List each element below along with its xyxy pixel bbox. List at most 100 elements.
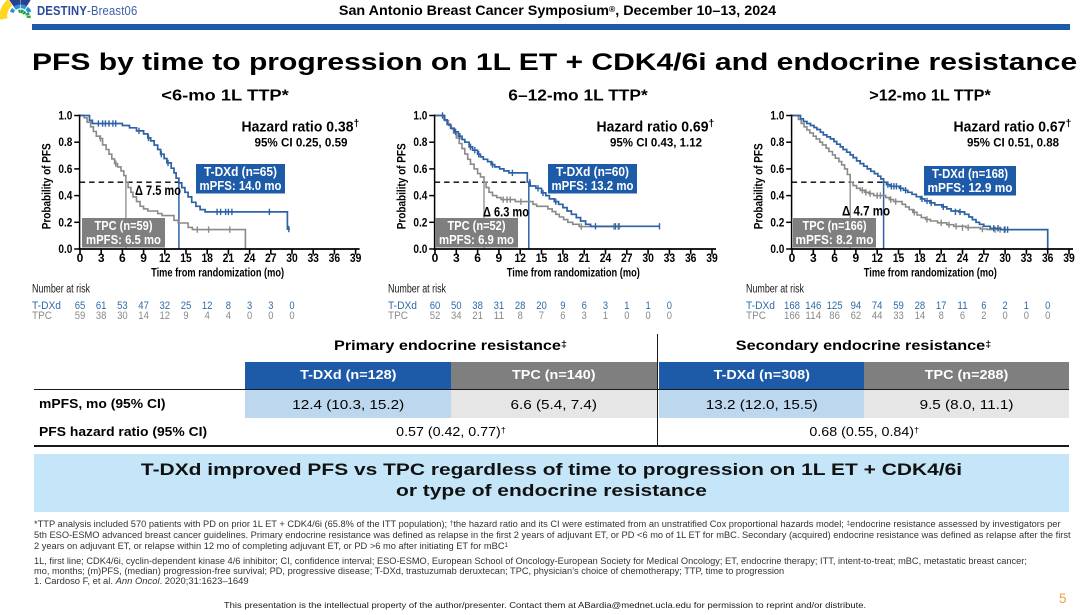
- svg-text:36: 36: [1042, 251, 1054, 265]
- svg-text:0: 0: [646, 310, 651, 322]
- svg-text:Number at risk: Number at risk: [746, 284, 804, 296]
- svg-text:33: 33: [307, 251, 319, 265]
- svg-text:11: 11: [957, 300, 968, 312]
- svg-text:6: 6: [981, 300, 986, 312]
- svg-text:33: 33: [1021, 251, 1033, 265]
- svg-text:61: 61: [96, 300, 107, 312]
- svg-text:Hazard ratio 0.38: Hazard ratio 0.38: [242, 120, 354, 136]
- svg-text:8: 8: [226, 300, 231, 312]
- svg-text:94: 94: [851, 300, 862, 312]
- svg-text:0: 0: [667, 310, 672, 322]
- svg-text:9: 9: [140, 251, 147, 265]
- svg-text:33: 33: [664, 251, 676, 265]
- svg-text:65: 65: [75, 300, 86, 312]
- svg-text:12: 12: [514, 251, 526, 265]
- svg-text:9: 9: [183, 310, 188, 322]
- svg-text:31: 31: [494, 300, 505, 312]
- svg-text:Probability of PFS: Probability of PFS: [754, 143, 766, 229]
- svg-text:3: 3: [810, 251, 817, 265]
- svg-text:8: 8: [518, 310, 523, 322]
- svg-text:TPC: TPC: [746, 310, 766, 322]
- svg-text:0.4: 0.4: [413, 189, 427, 203]
- svg-text:T-DXd (n=60): T-DXd (n=60): [556, 165, 629, 179]
- svg-text:1.0: 1.0: [58, 109, 72, 123]
- svg-text:†: †: [709, 118, 715, 130]
- svg-text:38: 38: [96, 310, 107, 322]
- svg-text:mPFS: 8.2 mo: mPFS: 8.2 mo: [796, 233, 874, 247]
- svg-text:7: 7: [539, 310, 544, 322]
- svg-text:47: 47: [138, 300, 149, 312]
- svg-text:14: 14: [138, 310, 149, 322]
- svg-text:38: 38: [472, 300, 483, 312]
- svg-text:4: 4: [226, 310, 231, 322]
- svg-text:21: 21: [223, 251, 235, 265]
- svg-text:†: †: [1066, 118, 1072, 130]
- svg-text:168: 168: [784, 300, 800, 312]
- svg-text:15: 15: [180, 251, 192, 265]
- svg-text:6: 6: [960, 310, 965, 322]
- svg-text:1: 1: [1024, 300, 1029, 312]
- svg-text:Time from randomization (mo): Time from randomization (mo): [507, 266, 640, 280]
- svg-text:1: 1: [646, 300, 651, 312]
- svg-text:mPFS: 6.9 mo: mPFS: 6.9 mo: [439, 233, 514, 247]
- svg-text:3: 3: [247, 300, 252, 312]
- svg-text:24: 24: [957, 251, 969, 265]
- svg-text:0: 0: [1024, 310, 1029, 322]
- svg-text:6: 6: [582, 300, 587, 312]
- svg-text:T-DXd (n=168): T-DXd (n=168): [932, 167, 1008, 181]
- svg-text:2: 2: [1003, 300, 1008, 312]
- svg-text:0.6: 0.6: [413, 162, 427, 176]
- svg-text:0.4: 0.4: [770, 189, 784, 203]
- svg-text:53: 53: [117, 300, 128, 312]
- svg-text:27: 27: [265, 251, 277, 265]
- svg-text:86: 86: [829, 310, 840, 322]
- svg-text:30: 30: [117, 310, 128, 322]
- svg-text:0.0: 0.0: [58, 242, 72, 256]
- svg-text:2: 2: [981, 310, 986, 322]
- svg-text:17: 17: [936, 300, 947, 312]
- svg-text:Δ 7.5 mo: Δ 7.5 mo: [135, 183, 181, 198]
- svg-text:166: 166: [784, 310, 800, 322]
- svg-text:32: 32: [160, 300, 171, 312]
- svg-text:TPC (n=52): TPC (n=52): [448, 219, 506, 233]
- svg-text:25: 25: [181, 300, 192, 312]
- svg-text:39: 39: [350, 251, 362, 265]
- svg-text:Δ 6.3 mo: Δ 6.3 mo: [483, 205, 529, 220]
- svg-text:Number at risk: Number at risk: [32, 284, 90, 296]
- svg-text:6: 6: [560, 310, 565, 322]
- svg-text:30: 30: [286, 251, 298, 265]
- svg-text:39: 39: [706, 251, 718, 265]
- svg-text:30: 30: [999, 251, 1011, 265]
- svg-text:0: 0: [268, 310, 273, 322]
- svg-text:0: 0: [289, 300, 294, 312]
- svg-text:0.8: 0.8: [413, 135, 427, 149]
- svg-text:39: 39: [1063, 251, 1075, 265]
- svg-text:4: 4: [205, 310, 210, 322]
- svg-text:3: 3: [268, 300, 273, 312]
- svg-text:14: 14: [915, 310, 926, 322]
- svg-text:28: 28: [515, 300, 526, 312]
- svg-text:1.0: 1.0: [770, 109, 784, 123]
- svg-text:3: 3: [453, 251, 460, 265]
- svg-text:30: 30: [642, 251, 654, 265]
- svg-text:95% CI 0.25, 0.59: 95% CI 0.25, 0.59: [255, 136, 348, 150]
- svg-text:3: 3: [603, 300, 608, 312]
- svg-text:Probability of PFS: Probability of PFS: [397, 143, 409, 229]
- svg-text:Δ 4.7 mo: Δ 4.7 mo: [842, 204, 890, 219]
- svg-text:6: 6: [831, 251, 838, 265]
- svg-text:52: 52: [430, 310, 441, 322]
- svg-text:9: 9: [560, 300, 565, 312]
- svg-text:3: 3: [582, 310, 587, 322]
- svg-text:34: 34: [451, 310, 462, 322]
- svg-text:0.6: 0.6: [58, 162, 72, 176]
- svg-text:18: 18: [557, 251, 569, 265]
- svg-text:0.6: 0.6: [770, 162, 784, 176]
- svg-text:0: 0: [1045, 310, 1050, 322]
- svg-text:1: 1: [603, 310, 608, 322]
- svg-text:TPC: TPC: [32, 310, 52, 322]
- svg-text:>12-mo 1L TTP*: >12-mo 1L TTP*: [869, 88, 992, 105]
- svg-text:12: 12: [159, 251, 171, 265]
- svg-text:12: 12: [871, 251, 883, 265]
- svg-text:mPFS: 13.2 mo: mPFS: 13.2 mo: [552, 179, 634, 193]
- svg-text:15: 15: [893, 251, 905, 265]
